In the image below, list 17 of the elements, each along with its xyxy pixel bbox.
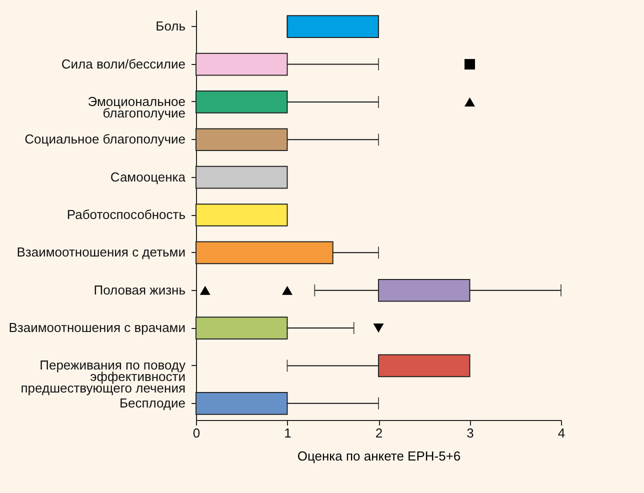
y-tick-label: Взаимоотношения с детьми bbox=[16, 244, 186, 260]
y-tick-label: Самооценка bbox=[110, 169, 186, 184]
x-tick-label: 0 bbox=[192, 426, 200, 440]
y-tick-label: Эмоциональное благополучие bbox=[88, 94, 186, 120]
x-tick-label: 3 bbox=[466, 426, 474, 440]
y-tick-label: Сила воли/бессилие bbox=[61, 56, 186, 72]
x-tick-label: 1 bbox=[284, 426, 292, 440]
y-tick-label: Социальное благополучие bbox=[24, 132, 186, 147]
y-tick-label: Половая жизнь bbox=[94, 282, 186, 298]
x-tick-label: 2 bbox=[375, 426, 383, 440]
x-axis-title: Оценка по анкете EPH-5+6 bbox=[297, 448, 461, 464]
y-tick-label: Переживания по поводу эффективности предшествующего лечения bbox=[20, 358, 186, 396]
y-tick-label: Взаимоотношения с врачами bbox=[8, 320, 186, 336]
y-tick-label: Работоспособность bbox=[66, 207, 186, 222]
x-tick-label: 4 bbox=[558, 426, 566, 440]
y-tick-label: Бесплодие bbox=[119, 395, 186, 410]
y-tick-label: Боль bbox=[156, 18, 186, 34]
